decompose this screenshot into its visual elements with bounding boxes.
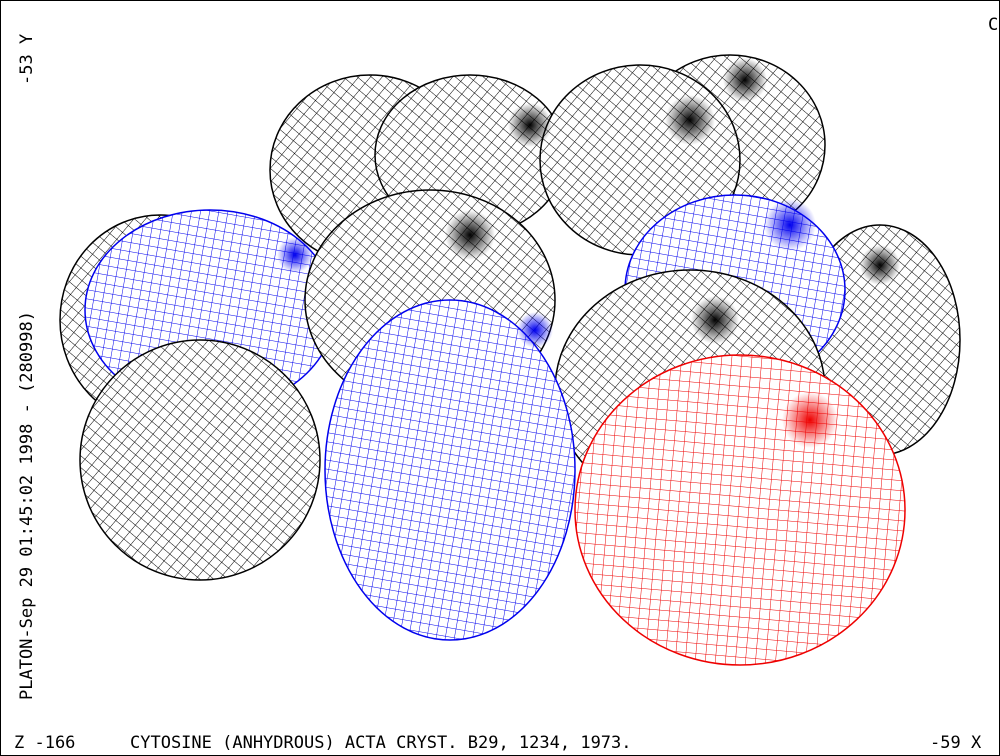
mesh-shape — [860, 245, 900, 285]
mesh-shape — [764, 199, 816, 251]
mesh-shape — [277, 237, 313, 273]
mesh-shape — [517, 312, 553, 348]
mesh-shape — [445, 210, 495, 260]
mesh-shape — [508, 103, 552, 147]
timestamp: PLATON-Sep 29 01:45:02 1998 - (280998) — [17, 311, 37, 700]
mesh-shape — [324, 299, 576, 641]
x-label: -59 X — [930, 733, 982, 753]
mesh-shape — [665, 95, 715, 145]
mesh-shape — [79, 339, 321, 581]
structure-title: CYTOSINE (ANHYDROUS) ACTA CRYST. B29, 12… — [130, 733, 632, 753]
mesh-shape — [574, 354, 906, 666]
corner-label: C — [988, 15, 998, 35]
mesh-shape — [691, 296, 739, 344]
molecule — [59, 54, 961, 666]
mesh-shape — [782, 392, 838, 448]
z-label: Z -166 — [14, 733, 75, 753]
y-axis-label: -53 Y — [17, 34, 37, 85]
mesh-shape — [723, 58, 767, 102]
